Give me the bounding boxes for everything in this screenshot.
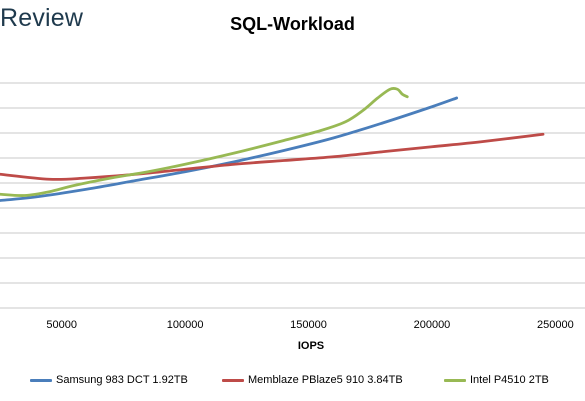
x-tick-label: 100000: [167, 319, 204, 331]
legend-swatch: [222, 378, 244, 382]
legend-swatch: [30, 378, 52, 382]
x-tick-label: 250000: [537, 319, 574, 331]
chart-legend: Samsung 983 DCT 1.92TB Memblaze PBlaze5 9…: [0, 374, 585, 390]
legend-swatch: [444, 378, 466, 382]
gridlines: [0, 82, 585, 309]
x-tick-label: 200000: [414, 319, 451, 331]
x-tick-label: 50000: [46, 319, 77, 331]
series-line-1: [0, 132, 545, 181]
legend-label: Samsung 983 DCT 1.92TB: [56, 374, 188, 386]
series-line-0: [0, 96, 459, 202]
legend-item-1: Memblaze PBlaze5 910 3.84TB: [222, 374, 403, 386]
legend-item-2: Intel P4510 2TB: [444, 374, 549, 386]
x-tick-label: 150000: [290, 319, 327, 331]
legend-label: Memblaze PBlaze5 910 3.84TB: [248, 374, 403, 386]
series-lines: [0, 86, 545, 202]
brand-logo-text: Review: [0, 4, 84, 32]
legend-label: Intel P4510 2TB: [470, 374, 549, 386]
legend-item-0: Samsung 983 DCT 1.92TB: [30, 374, 188, 386]
x-axis-label: IOPS: [298, 340, 324, 352]
series-line-2: [0, 86, 409, 197]
x-tick-labels: 50000 100000 150000 200000 250000: [46, 319, 573, 331]
chart-title: SQL-Workload: [230, 14, 355, 34]
